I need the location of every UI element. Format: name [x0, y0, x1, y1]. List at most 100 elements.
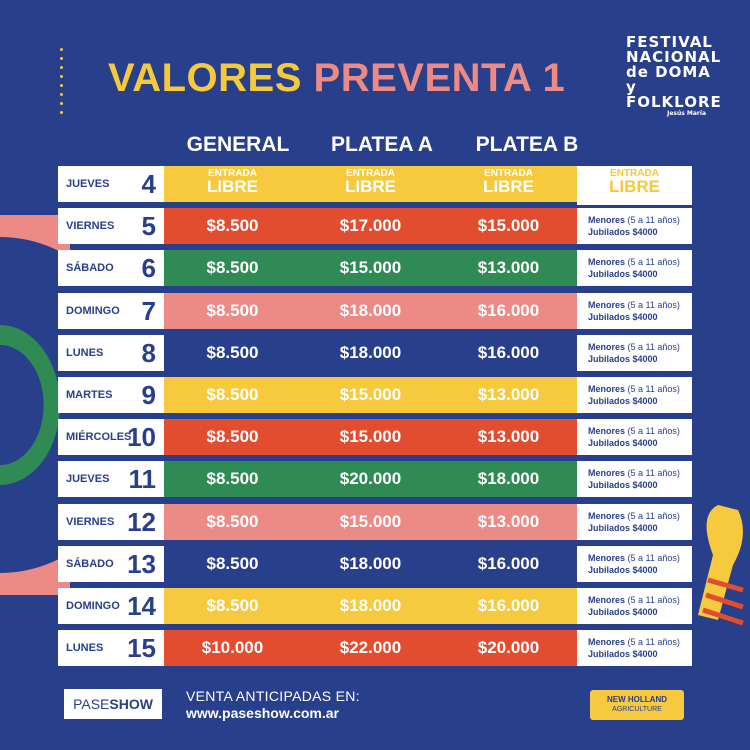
- price-platea-a: $15.000: [339, 511, 402, 531]
- table-row: DOMINGO 7 $8.500 $18.000 $16.000 Menores (5 …: [58, 292, 692, 329]
- day-date: 9: [141, 380, 156, 410]
- day-label: JUEVES 11: [58, 461, 164, 498]
- discount-info: Menores (5 a 11 años) Jubilados $4000: [577, 377, 692, 413]
- day-label: VIERNES 5: [58, 208, 164, 245]
- day-name: VIERNES: [66, 220, 115, 233]
- price-band: $8.500 $20.000 $18.000: [164, 461, 577, 498]
- table-row: JUEVES 4 ENTRADA LIBRE ENTRADA LIBRE ENTRADA LI…: [58, 166, 692, 205]
- sponsor-name: NEW HOLLAND: [607, 695, 667, 704]
- day-name: MARTES: [66, 389, 113, 401]
- day-name: JUEVES: [66, 473, 110, 486]
- logo-line: FESTIVAL: [626, 33, 713, 51]
- logo-line: de DOMA y: [626, 63, 711, 96]
- day-date: 5: [141, 211, 156, 242]
- day-date: 15: [127, 633, 156, 664]
- table-row: MIÉRCOLES 10 $8.500 $15.000 $13.000 Menores …: [58, 419, 692, 456]
- entrada-libre-cell: ENTRADA LIBRE: [207, 168, 258, 196]
- day-label: MARTES 9: [58, 377, 164, 413]
- day-date: 11: [128, 464, 157, 495]
- price-platea-b: $15.000: [477, 216, 540, 236]
- day-label: MIÉRCOLES 10: [58, 419, 164, 456]
- price-platea-b: $13.000: [477, 258, 540, 278]
- table-row: SÁBADO 6 $8.500 $15.000 $13.000 Menores (5 a…: [58, 250, 692, 287]
- column-header-general: GENERAL: [186, 133, 290, 156]
- price-platea-b: $16.000: [477, 300, 540, 320]
- day-name: DOMINGO: [66, 304, 120, 317]
- trumpet-icon: [698, 505, 744, 626]
- presale-label: VENTA ANTICIPADAS EN:: [186, 688, 360, 704]
- price-platea-b: $16.000: [477, 553, 540, 573]
- price-platea-a: $18.000: [339, 342, 402, 362]
- price-general: $8.500: [206, 258, 259, 278]
- table-row: SÁBADO 13 $8.500 $18.000 $16.000 Menores (5 …: [58, 545, 692, 582]
- day-label: DOMINGO 7: [58, 292, 164, 329]
- table-row: MARTES 9 $8.500 $15.000 $13.000 Menores (5 a…: [58, 377, 692, 413]
- day-label: SÁBADO 13: [58, 545, 164, 582]
- price-band: $8.500 $15.000 $13.000: [164, 250, 577, 287]
- price-band: $8.500 $18.000 $16.000: [164, 588, 577, 624]
- day-date: 8: [141, 337, 156, 368]
- title-part1: VALORES: [108, 56, 302, 100]
- day-name: DOMINGO: [66, 600, 120, 612]
- price-general: $8.500: [206, 427, 259, 447]
- decorative-dots: [60, 48, 64, 120]
- discount-info: Menores (5 a 11 años) Jubilados $4000: [577, 545, 692, 582]
- price-platea-b: $16.000: [477, 596, 540, 615]
- entrada-libre-cell: ENTRADA LIBRE: [577, 166, 692, 205]
- entrada-libre-cell: ENTRADA LIBRE: [483, 168, 534, 196]
- title-part2: PREVENTA 1: [313, 56, 566, 100]
- day-date: 14: [127, 591, 156, 621]
- price-band: $8.500 $15.000 $13.000: [164, 503, 577, 540]
- page-title: VALORES PREVENTA 1: [108, 56, 565, 101]
- price-platea-b: $13.000: [477, 385, 540, 404]
- discount-info: Menores (5 a 11 años) Jubilados $4000: [577, 588, 692, 624]
- day-name: SÁBADO: [66, 262, 114, 275]
- day-label: DOMINGO 14: [58, 588, 164, 624]
- day-date: 6: [141, 253, 156, 284]
- price-band: $10.000 $22.000 $20.000: [164, 630, 577, 667]
- price-general: $8.500: [206, 385, 259, 404]
- price-band: $8.500 $18.000 $16.000: [164, 334, 577, 371]
- table-row: VIERNES 5 $8.500 $17.000 $15.000 Menores (5 …: [58, 208, 692, 245]
- logo-line: NACIONAL: [626, 48, 722, 66]
- discount-info: Menores (5 a 11 años) Jubilados $4000: [577, 503, 692, 540]
- price-platea-a: $18.000: [339, 553, 402, 573]
- price-band: $8.500 $15.000 $13.000: [164, 377, 577, 413]
- price-band: $8.500 $17.000 $15.000: [164, 208, 577, 245]
- day-label: JUEVES 4: [58, 166, 164, 202]
- day-date: 13: [127, 548, 156, 579]
- festival-logo: FESTIVAL NACIONAL de DOMA y FOLKLORE Jes…: [626, 33, 722, 117]
- presale-url[interactable]: www.paseshow.com.ar: [186, 705, 340, 721]
- discount-info: Menores (5 a 11 años) Jubilados $4000: [577, 461, 692, 498]
- price-general: $10.000: [201, 638, 264, 658]
- price-general: $8.500: [206, 300, 259, 320]
- day-name: SÁBADO: [66, 557, 114, 570]
- price-general: $8.500: [206, 342, 259, 362]
- discount-info: Menores (5 a 11 años) Jubilados $4000: [577, 630, 692, 667]
- entrada-libre-cell: ENTRADA LIBRE: [345, 168, 396, 196]
- day-name: LUNES: [66, 642, 104, 655]
- discount-info: Menores (5 a 11 años) Jubilados $4000: [577, 250, 692, 287]
- table-row: VIERNES 12 $8.500 $15.000 $13.000 Menores (5…: [58, 503, 692, 540]
- paseshow-logo: PASESHOW: [64, 689, 162, 719]
- price-platea-b: $16.000: [477, 342, 540, 362]
- day-name: VIERNES: [66, 515, 115, 528]
- price-general: $8.500: [206, 216, 259, 236]
- day-date: 10: [127, 422, 156, 453]
- price-platea-b: $13.000: [477, 511, 540, 531]
- price-band: ENTRADA LIBRE ENTRADA LIBRE ENTRADA LIBRE: [164, 166, 577, 202]
- day-label: LUNES 8: [58, 334, 164, 371]
- discount-info: Menores (5 a 11 años) Jubilados $4000: [577, 419, 692, 456]
- day-label: SÁBADO 6: [58, 250, 164, 287]
- table-row: JUEVES 11 $8.500 $20.000 $18.000 Menores (5 …: [58, 461, 692, 498]
- price-general: $8.500: [206, 511, 259, 531]
- sponsor-logo: NEW HOLLAND AGRICULTURE: [590, 690, 684, 720]
- price-general: $8.500: [206, 469, 259, 489]
- column-header-platea-a: PLATEA A: [331, 133, 433, 156]
- price-band: $8.500 $15.000 $13.000: [164, 419, 577, 456]
- price-platea-b: $18.000: [477, 469, 540, 489]
- day-date: 12: [127, 506, 156, 537]
- day-name: MIÉRCOLES: [66, 431, 132, 444]
- column-header-platea-b: PLATEA B: [475, 133, 579, 156]
- discount-info: Menores (5 a 11 años) Jubilados $4000: [577, 334, 692, 371]
